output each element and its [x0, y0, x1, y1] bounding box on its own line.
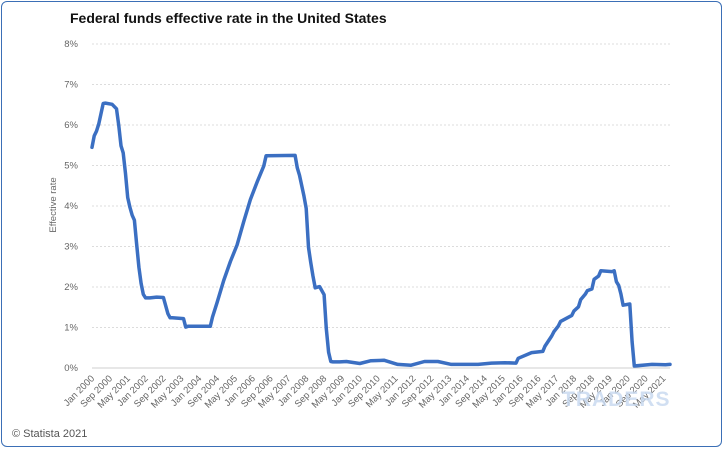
series-line — [90, 101, 672, 368]
source-credit: © Statista 2021 — [12, 428, 88, 440]
y-tick-label: 1% — [64, 323, 78, 334]
watermark-logo: TRADERS — [562, 388, 671, 411]
gridlines — [92, 43, 670, 369]
y-tick-label: 5% — [64, 161, 78, 172]
y-tick-label: 3% — [64, 242, 78, 253]
chart-title: Federal funds effective rate in the Unit… — [70, 10, 387, 26]
y-tick-label: 7% — [64, 80, 78, 91]
y-tick-label: 6% — [64, 120, 78, 131]
y-tick-label: 0% — [64, 363, 78, 374]
series-layer — [90, 101, 672, 368]
y-axis-label: Effective rate — [48, 177, 59, 232]
y-tick-label: 2% — [64, 282, 78, 293]
y-axis-ticks: 0% 1% 2% 3% 4% 5% 6% 7% 8% — [64, 39, 78, 374]
y-tick-label: 8% — [64, 39, 78, 50]
y-tick-label: 4% — [64, 201, 78, 212]
